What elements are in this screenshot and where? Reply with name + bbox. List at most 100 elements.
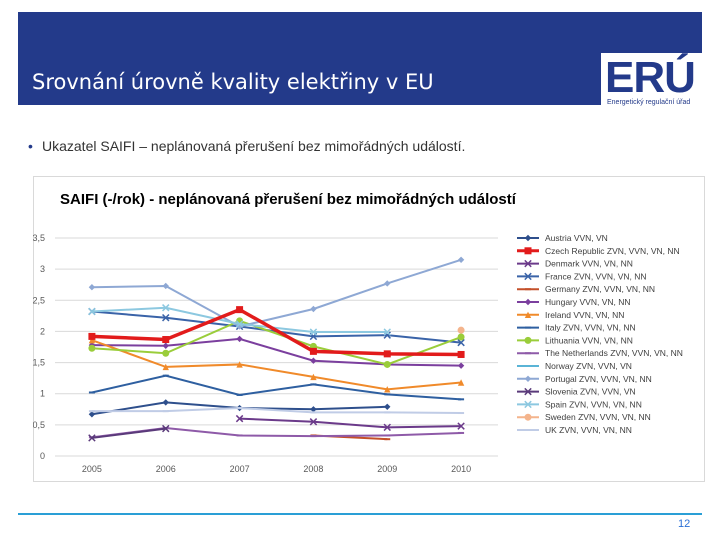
data-point-stroke bbox=[235, 414, 244, 423]
legend-label: The Netherlands ZVN, VVN, VN, NN bbox=[545, 348, 683, 358]
y-tick-label: 1,5 bbox=[33, 358, 45, 368]
data-point bbox=[310, 373, 317, 381]
series-line bbox=[91, 374, 462, 401]
data-point bbox=[88, 307, 96, 316]
chart-container: SAIFI (-/rok) - neplánovaná přerušení be… bbox=[32, 176, 705, 482]
data-point-stroke bbox=[524, 272, 532, 281]
logo-subtitle: Energetický regulační úřad bbox=[607, 99, 691, 106]
legend-label: France ZVN, VVN, VN, NN bbox=[545, 271, 647, 281]
data-point-stroke bbox=[162, 313, 170, 322]
data-point bbox=[384, 280, 391, 287]
x-tick-label: 2007 bbox=[230, 464, 250, 474]
legend-label: Norway ZVN, VVN, VN bbox=[545, 361, 632, 371]
data-point bbox=[162, 342, 169, 349]
y-tick-label: 2,5 bbox=[33, 295, 45, 305]
series-line bbox=[91, 307, 462, 357]
data-point bbox=[162, 399, 169, 406]
data-point bbox=[457, 333, 465, 341]
data-point-stroke bbox=[524, 387, 532, 396]
data-point-stroke bbox=[235, 320, 244, 328]
series-line bbox=[239, 417, 462, 429]
legend-label: Lithuania VVN, VN, NN bbox=[545, 335, 633, 345]
data-point bbox=[162, 336, 170, 344]
x-tick-label: 2005 bbox=[82, 464, 102, 474]
series-line bbox=[91, 427, 166, 439]
legend-label: Portugal ZVN, VVN, VN, NN bbox=[545, 374, 652, 384]
legend-label: Germany ZVN, VVN, VN, NN bbox=[545, 284, 655, 294]
data-point bbox=[162, 304, 170, 312]
series-7 bbox=[88, 374, 465, 401]
data-point bbox=[383, 360, 391, 368]
legend-label: Slovenia ZVN, VVN, VN bbox=[545, 387, 636, 397]
data-point bbox=[383, 423, 391, 432]
data-point bbox=[235, 414, 244, 423]
series-2 bbox=[235, 414, 465, 432]
legend-label: Czech Republic ZVN, VVN, VN, NN bbox=[545, 246, 680, 256]
series-12 bbox=[88, 424, 170, 442]
data-point bbox=[457, 362, 465, 369]
data-point bbox=[310, 357, 317, 364]
data-point bbox=[88, 344, 96, 352]
legend-item: UK ZVN, VVN, VN, NN bbox=[517, 425, 632, 435]
data-point-stroke bbox=[457, 338, 465, 347]
legend-item: Sweden ZVN, VVN, VN, NN bbox=[517, 412, 651, 422]
series-line bbox=[91, 339, 462, 391]
bullet-marker: • bbox=[28, 138, 33, 154]
data-point-stroke bbox=[383, 328, 391, 336]
legend-label: Spain ZVN, VVN, VN, NN bbox=[545, 399, 642, 409]
logo-text: ERÚ bbox=[605, 53, 696, 102]
legend-label: Denmark VVN, VN, NN bbox=[545, 259, 633, 269]
y-tick-label: 2 bbox=[40, 326, 45, 336]
series-6 bbox=[88, 336, 465, 393]
data-point bbox=[524, 247, 532, 255]
data-point bbox=[524, 259, 532, 268]
data-point bbox=[524, 298, 532, 306]
data-point bbox=[384, 403, 391, 410]
data-point bbox=[88, 332, 96, 340]
data-point bbox=[309, 347, 317, 355]
footer-divider bbox=[18, 513, 702, 515]
data-point bbox=[524, 400, 532, 409]
data-point bbox=[310, 305, 317, 313]
data-point bbox=[383, 350, 391, 358]
bullet-text: Ukazatel SAIFI – neplánovaná přerušení b… bbox=[42, 138, 466, 154]
data-point-stroke bbox=[162, 304, 170, 312]
data-point bbox=[162, 313, 170, 322]
legend-item: Lithuania VVN, VN, NN bbox=[517, 335, 633, 345]
data-point-stroke bbox=[524, 259, 532, 268]
legend-item: Denmark VVN, VN, NN bbox=[517, 259, 633, 269]
x-tick-label: 2010 bbox=[451, 464, 471, 474]
data-point bbox=[457, 379, 465, 386]
series-14 bbox=[457, 326, 465, 334]
legend-item: Hungary VVN, VN, NN bbox=[517, 297, 631, 307]
data-point-stroke bbox=[309, 418, 318, 426]
chart-title: SAIFI (-/rok) - neplánovaná přerušení be… bbox=[60, 191, 517, 208]
data-point bbox=[309, 328, 318, 336]
legend-item: Portugal ZVN, VVN, VN, NN bbox=[517, 374, 652, 384]
data-point bbox=[524, 336, 532, 344]
series-line bbox=[91, 319, 462, 366]
legend-item: Spain ZVN, VVN, VN, NN bbox=[517, 399, 642, 409]
x-tick-label: 2008 bbox=[303, 464, 323, 474]
data-point-stroke bbox=[88, 307, 96, 316]
data-point bbox=[310, 406, 317, 413]
data-point bbox=[457, 338, 465, 347]
data-point bbox=[524, 272, 532, 281]
series-1 bbox=[88, 306, 465, 358]
data-point-stroke bbox=[309, 328, 318, 336]
x-tick-label: 2006 bbox=[156, 464, 176, 474]
page-number: 12 bbox=[678, 518, 691, 530]
data-point bbox=[383, 328, 391, 336]
data-point bbox=[457, 326, 465, 334]
y-tick-label: 0 bbox=[40, 451, 45, 461]
data-point-stroke bbox=[383, 331, 391, 339]
data-point-stroke bbox=[383, 423, 391, 432]
saifi-line-chart: SAIFI (-/rok) - neplánovaná přerušení be… bbox=[32, 176, 705, 482]
data-point bbox=[524, 387, 532, 396]
data-point-stroke bbox=[457, 422, 465, 430]
data-point bbox=[235, 320, 244, 328]
legend-item: Germany ZVN, VVN, VN, NN bbox=[517, 284, 655, 294]
y-tick-label: 0,5 bbox=[33, 420, 45, 430]
data-point bbox=[457, 350, 465, 358]
data-point bbox=[524, 311, 532, 318]
